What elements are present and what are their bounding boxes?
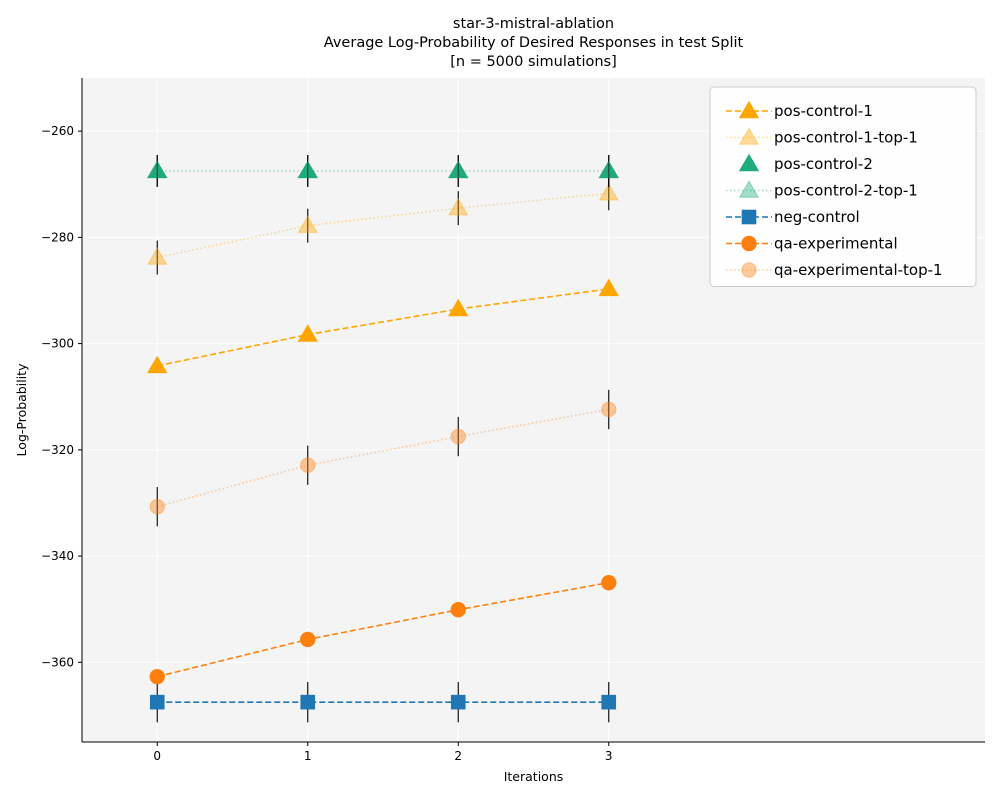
legend-entry-neg-control: neg-control <box>726 208 860 226</box>
title-line-1: Average Log-Probability of Desired Respo… <box>324 35 744 51</box>
legend-entry-pos-control-1: pos-control-1 <box>726 100 873 120</box>
legend-entry-qa-experimental: qa-experimental <box>726 235 898 253</box>
legend-box <box>709 86 977 287</box>
data-point <box>149 668 165 685</box>
series-group <box>147 155 619 723</box>
x-tick-label: 2 <box>454 749 462 763</box>
data-point <box>300 631 316 648</box>
y-tick-label: −260 <box>41 124 74 138</box>
data-point <box>147 247 168 265</box>
series-line <box>157 408 609 508</box>
legend-label: pos-control-1 <box>774 102 873 120</box>
data-point <box>300 457 316 473</box>
data-point <box>448 197 469 216</box>
y-tick-label: −360 <box>41 655 74 669</box>
series-line <box>157 581 609 678</box>
legend-marker <box>741 209 757 225</box>
legend-label: pos-control-2 <box>774 155 873 173</box>
data-point <box>601 401 617 418</box>
axes: 0 1 2 3 −360 −340 −320 −300 −280 −260 <box>41 78 985 763</box>
data-point <box>147 355 168 374</box>
series-line <box>157 192 609 259</box>
title-line-0: star-3-mistral-ablation <box>453 16 614 32</box>
series-pos-control-1 <box>147 278 619 374</box>
title-line-2: [n = 5000 simulations] <box>450 54 617 70</box>
series-pos-control-1-top-1 <box>147 176 619 275</box>
data-point <box>147 160 168 179</box>
legend-entry-qa-experimental-top-1: qa-experimental-top-1 <box>726 261 943 279</box>
data-point <box>450 428 466 445</box>
legend-entry-pos-control-1-top-1: pos-control-1-top-1 <box>726 127 918 147</box>
data-point <box>601 574 617 591</box>
data-point <box>297 215 318 233</box>
legend: pos-control-1 pos-control-1-top-1 pos-cont… <box>709 86 977 287</box>
legend-marker <box>738 153 760 172</box>
data-point <box>149 694 165 710</box>
data-point <box>601 694 617 710</box>
data-point <box>297 160 318 179</box>
y-tick-label: −300 <box>41 337 74 351</box>
legend-marker <box>738 180 760 198</box>
legend-entry-pos-control-2-top-1: pos-control-2-top-1 <box>726 180 918 200</box>
x-tick-label: 0 <box>153 749 161 763</box>
x-tick-label: 3 <box>605 749 613 763</box>
data-point <box>448 298 469 317</box>
data-point <box>598 278 619 297</box>
x-tick-label: 1 <box>304 749 312 763</box>
y-tick-label: −340 <box>41 549 74 563</box>
x-axis-label: Iterations <box>504 769 564 784</box>
legend-label: neg-control <box>774 208 860 226</box>
legend-marker <box>741 262 757 278</box>
data-point <box>450 694 466 710</box>
legend-label: pos-control-2-top-1 <box>774 182 918 200</box>
chart-title: star-3-mistral-ablation Average Log-Proba… <box>324 16 744 70</box>
y-axis-label: Log-Probability <box>14 363 29 457</box>
data-point <box>598 160 619 179</box>
data-point <box>300 694 316 710</box>
legend-marker <box>738 127 760 145</box>
series-qa-experimental-top-1 <box>149 389 617 527</box>
data-point <box>297 324 318 342</box>
series-pos-control-2-top-1 <box>147 155 619 187</box>
legend-marker <box>738 100 760 119</box>
data-point <box>598 182 619 201</box>
data-point <box>448 160 469 179</box>
data-point <box>450 602 466 618</box>
y-tick-label: −280 <box>41 230 74 244</box>
series-neg-control <box>149 681 617 723</box>
legend-entry-pos-control-2: pos-control-2 <box>738 153 873 173</box>
legend-marker <box>741 235 757 252</box>
legend-label: qa-experimental <box>774 235 898 253</box>
series-line <box>157 288 609 367</box>
data-point <box>149 498 165 515</box>
legend-label: pos-control-1-top-1 <box>774 129 918 147</box>
y-tick-label: −320 <box>41 443 74 457</box>
series-qa-experimental <box>149 574 617 685</box>
legend-label: qa-experimental-top-1 <box>774 261 943 279</box>
